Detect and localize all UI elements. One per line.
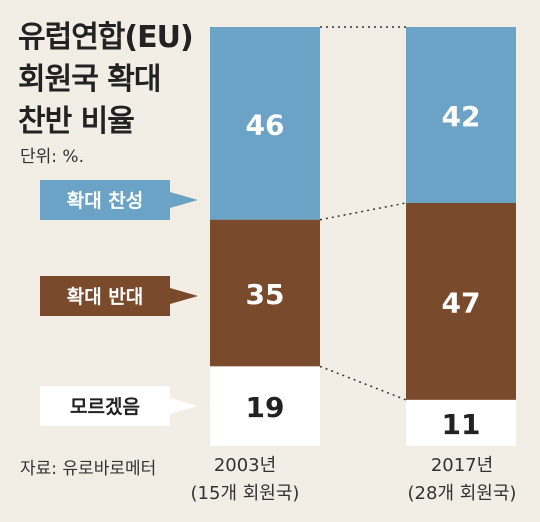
x-label-2017-year: 2017년 <box>430 455 494 476</box>
x-label-2017: 2017년 (28개 회원국) <box>392 452 532 508</box>
legend-box-support <box>40 180 198 220</box>
unit-label: 단위: %. <box>20 147 84 167</box>
bar-segment-oppose-2017 <box>406 202 516 400</box>
chart-title-line-1: 유럽연합(EU) <box>18 20 194 55</box>
legend-box-unknown <box>40 386 198 426</box>
bar-segment-unknown-2003 <box>210 366 320 446</box>
data-label-oppose-2017: 47 <box>442 286 481 319</box>
bar-segment-unknown-2017 <box>406 399 516 446</box>
data-label-oppose-2003: 35 <box>246 278 285 311</box>
x-label-2003-members: (15개 회원국) <box>190 483 300 504</box>
data-label-support-2017: 42 <box>442 100 481 133</box>
data-label-support-2003: 46 <box>246 108 285 141</box>
chart-title-line-2: 회원국 확대 <box>18 62 161 97</box>
x-label-2003: 2003년 (15개 회원국) <box>175 452 315 508</box>
legend-label-support: 확대 찬성 <box>67 189 144 212</box>
x-label-2017-members: (28개 회원국) <box>407 483 517 504</box>
legend-box-oppose <box>40 276 198 316</box>
connector-line-2 <box>319 365 407 401</box>
data-label-unknown-2003: 19 <box>246 391 285 424</box>
legend-oppose: 확대 반대 <box>40 276 198 316</box>
legend-unknown: 모르겠음 <box>40 386 198 426</box>
bar-segment-support-2003 <box>210 27 320 220</box>
legend-label-oppose: 확대 반대 <box>67 285 144 308</box>
chart-title-line-3: 찬반 비율 <box>18 104 135 139</box>
connector-line-1 <box>319 202 407 221</box>
legend-support: 확대 찬성 <box>40 180 198 220</box>
data-label-unknown-2017: 11 <box>442 408 481 441</box>
bar-segment-oppose-2003 <box>210 219 320 367</box>
bar-segment-support-2017 <box>406 27 516 203</box>
legend-label-unknown: 모르겠음 <box>70 396 140 418</box>
x-label-2003-year: 2003년 <box>213 455 277 476</box>
source-label: 자료: 유로바로메터 <box>20 459 157 479</box>
